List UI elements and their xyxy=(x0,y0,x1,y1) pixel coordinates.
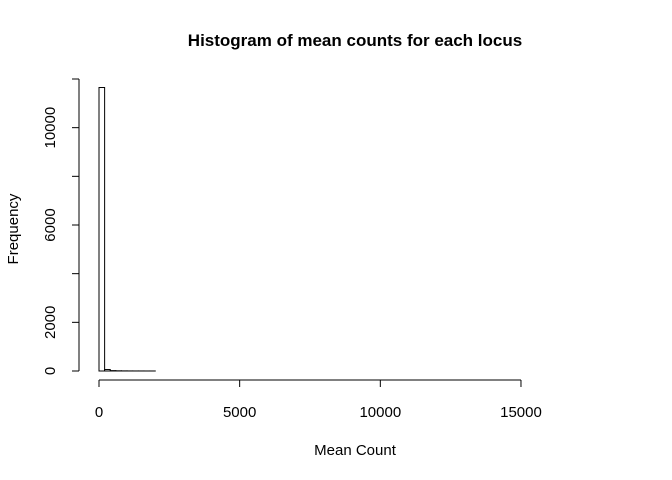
y-tick-label: 10000 xyxy=(42,107,59,149)
x-axis: 0 5000 10000 15000 xyxy=(95,379,542,421)
x-tick-label: 10000 xyxy=(359,404,401,421)
chart-title: Histogram of mean counts for each locus xyxy=(188,31,522,50)
x-tick-label: 15000 xyxy=(500,404,542,421)
histogram-bars xyxy=(98,87,156,372)
x-tick-label: 0 xyxy=(95,404,103,421)
y-axis-label: Frequency xyxy=(5,193,22,264)
y-tick-label: 0 xyxy=(42,367,59,375)
histogram-bar xyxy=(104,369,111,372)
x-tick-label: 5000 xyxy=(223,404,256,421)
y-tick-label: 2000 xyxy=(42,306,59,339)
x-axis-label: Mean Count xyxy=(314,442,397,459)
y-axis: 0 2000 6000 10000 xyxy=(42,78,80,375)
y-tick-label: 6000 xyxy=(42,208,59,241)
histogram-bar xyxy=(98,87,106,372)
